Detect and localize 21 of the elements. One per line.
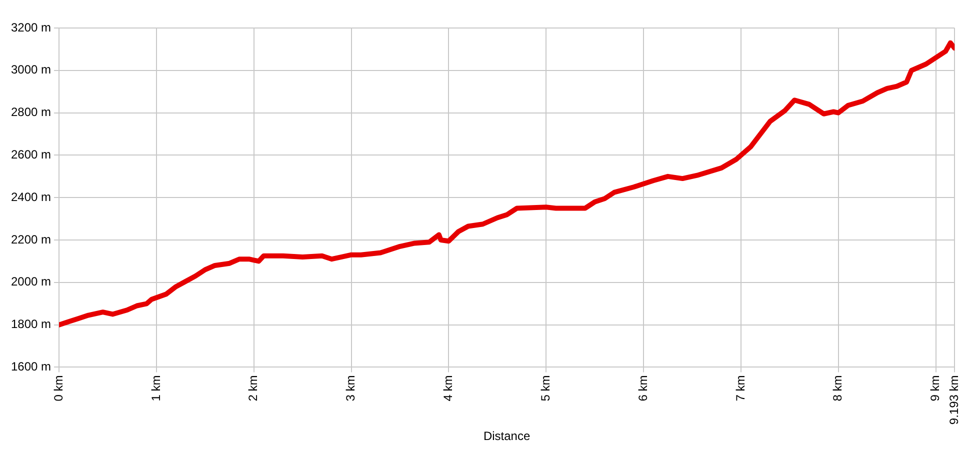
y-tick-label: 3200 m — [10, 20, 52, 34]
x-tick-label: 8 km — [830, 375, 845, 402]
y-tick-label: 2000 m — [10, 274, 52, 289]
y-tick-label: 1800 m — [10, 317, 52, 332]
x-tick-label: 0 km — [51, 375, 66, 402]
x-tick-label: 2 km — [246, 375, 260, 402]
x-tick-label: 9.193 km — [946, 375, 961, 425]
x-axis-title: Distance — [483, 429, 530, 444]
x-tick-label: 9 km — [928, 375, 942, 402]
y-tick-label: 2400 m — [10, 190, 52, 204]
x-tick-label: 7 km — [733, 375, 748, 402]
y-tick-label: 3000 m — [10, 62, 52, 77]
y-tick-label: 2600 m — [10, 148, 52, 162]
x-tick-label: 6 km — [636, 375, 650, 402]
x-tick-label: 4 km — [441, 375, 456, 402]
y-tick-label: 2200 m — [10, 232, 52, 246]
y-tick-label: 2800 m — [10, 105, 52, 120]
y-tick-label: 1600 m — [10, 360, 52, 374]
x-tick-label: 5 km — [538, 375, 552, 402]
x-tick-label: 1 km — [148, 375, 163, 402]
x-tick-label: 3 km — [344, 375, 358, 402]
